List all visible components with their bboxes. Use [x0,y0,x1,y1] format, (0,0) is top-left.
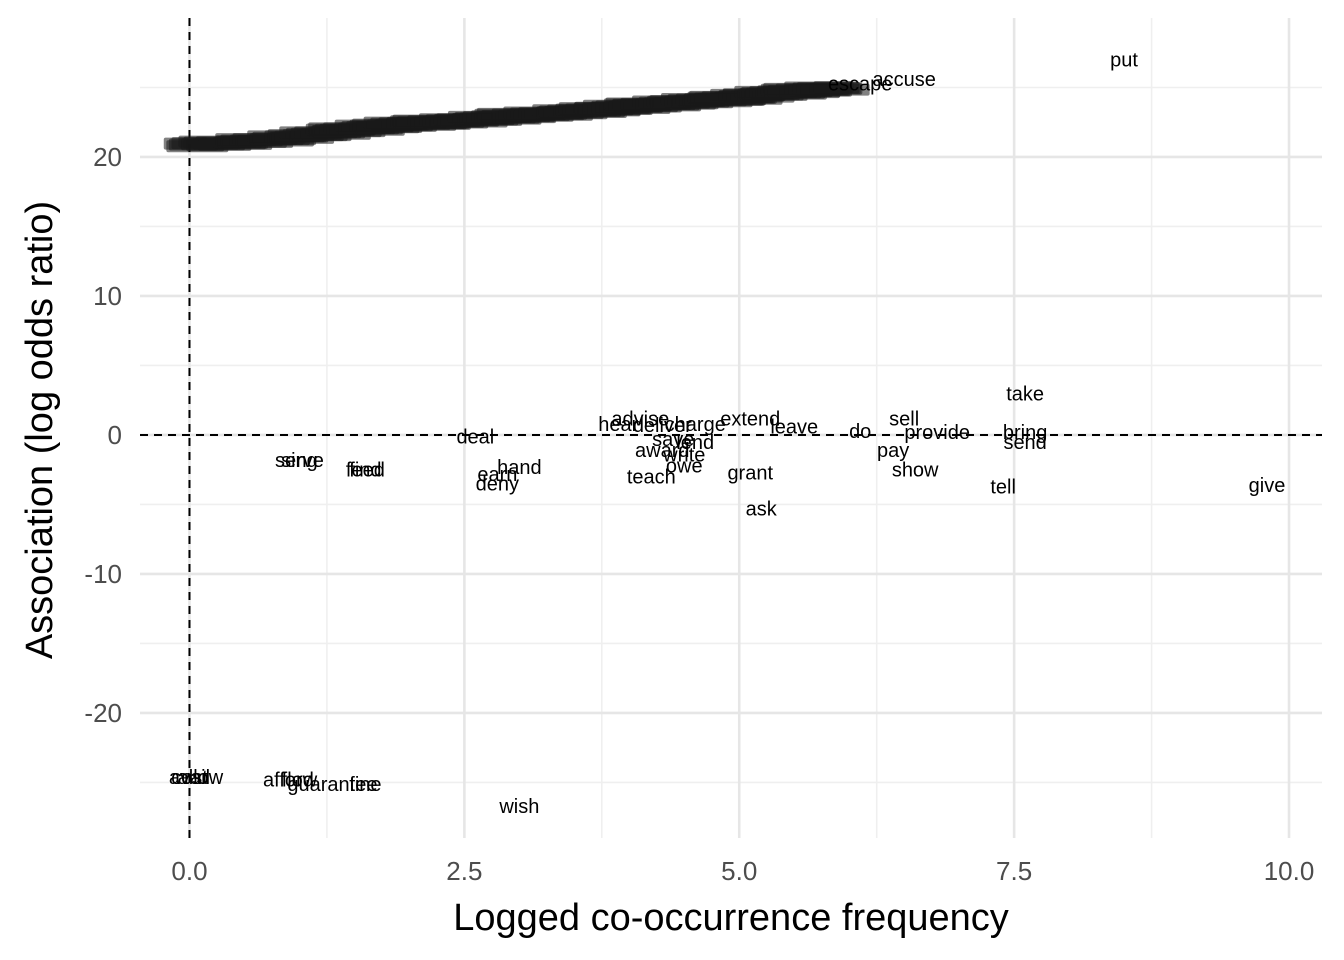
x-tick-label: 5.0 [721,856,757,886]
y-tick-label: -10 [84,559,122,589]
point-label-hear: hear [598,414,638,436]
x-tick-label: 2.5 [446,856,482,886]
y-tick-label: 10 [93,281,122,311]
point-label-flow: flow [282,770,318,792]
point-label-owe: owe [666,456,703,478]
point-label-afford: afford [263,770,314,792]
point-label-allow: allow [178,767,224,789]
x-axis-title: Logged co-occurrence frequency [453,897,1009,939]
x-tick-label: 0.0 [171,856,207,886]
x-tick-label: 10.0 [1264,856,1315,886]
point-label-find: find [349,460,381,482]
point-label-hand: hand [497,457,542,479]
point-label-sell: sell [889,408,919,430]
point-label-extend: extend [720,408,780,430]
point-label-lend: lend [676,432,714,454]
point-label-deny: deny [476,474,519,496]
point-label-deal: deal [456,426,494,448]
point-label-write: write [662,444,705,466]
point-label-avail: avail [169,767,210,789]
point-label-send: send [1003,432,1046,454]
point-label-sing: sing [281,450,318,472]
y-tick-label: -20 [84,698,122,728]
point-label-guarantee: guarantee [287,774,377,796]
point-label-deliver: deliver [633,415,692,437]
point-label-tell: tell [990,476,1016,498]
y-tick-label: 0 [108,420,122,450]
point-label-put: put [1110,50,1138,72]
point-label-ask: ask [746,499,778,521]
point-label-show: show [892,460,939,482]
x-tick-label: 7.5 [996,856,1032,886]
point-label-leave: leave [770,417,818,439]
point-label-accuse: accuse [872,69,935,91]
point-label-serve: serve [275,450,324,472]
point-label-take: take [1006,383,1044,405]
tick-labels: 0.0 2.5 5.0 7.5 10.0 -20 -10 0 10 20 [84,142,1314,886]
point-label-feed: feed [346,460,385,482]
point-label-wish: wish [498,796,539,818]
point-label-give: give [1249,475,1286,497]
point-label-cost: cost [171,767,208,789]
point-label-teach: teach [627,467,676,489]
point-label-escape: escape [828,73,893,95]
point-label-save: save [652,429,694,451]
y-axis-title: Association (log odds ratio) [19,201,61,659]
point-label-earn: earn [477,464,517,486]
point-label-advise: advise [611,408,669,430]
point-label-pay: pay [877,440,909,462]
point-label-bring: bring [1003,422,1047,444]
overplotted-label-mark [809,82,863,95]
point-label-charge: charge [665,414,726,436]
y-tick-label: 20 [93,142,122,172]
point-label-award: award [635,440,689,462]
reference-lines [140,18,1322,838]
point-label-do: do [849,421,871,443]
point-label-grant: grant [727,462,773,484]
point-label-provide: provide [904,422,970,444]
point-label-fine: fine [349,774,381,796]
point-markers [163,81,870,153]
